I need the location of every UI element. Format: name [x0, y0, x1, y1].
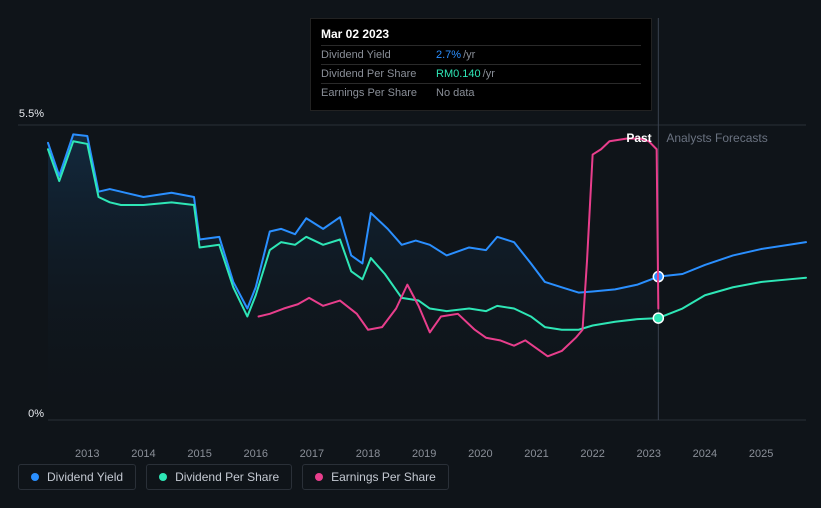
tooltip-row: Dividend Yield2.7%/yr — [321, 45, 641, 64]
legend: Dividend Yield Dividend Per Share Earnings… — [18, 464, 449, 490]
x-axis-label: 2016 — [243, 448, 267, 460]
x-axis-label: 2021 — [524, 448, 548, 460]
tab-forecast[interactable]: Analysts Forecasts — [666, 131, 767, 145]
x-axis-label: 2015 — [187, 448, 211, 460]
tooltip-row-unit: /yr — [483, 68, 495, 80]
y-axis-min-label: 0% — [4, 408, 44, 420]
tooltip-row-unit: /yr — [463, 49, 475, 61]
tooltip-date: Mar 02 2023 — [321, 27, 641, 45]
tooltip-row-label: Dividend Yield — [321, 49, 436, 61]
x-axis-label: 2022 — [580, 448, 604, 460]
tab-past[interactable]: Past — [626, 131, 651, 145]
dividend-chart-container: 5.5% 0% 2013 2014 2015 2016 2017 2018 2019 2020… — [0, 0, 821, 508]
tooltip-row-label: Dividend Per Share — [321, 68, 436, 80]
y-axis-max-label: 5.5% — [4, 108, 44, 120]
legend-dot-icon — [31, 473, 39, 481]
tooltip-row: Dividend Per ShareRM0.140/yr — [321, 64, 641, 83]
tooltip-row-value: 2.7% — [436, 49, 461, 61]
tooltip-row-label: Earnings Per Share — [321, 87, 436, 99]
legend-item[interactable]: Dividend Yield — [18, 464, 136, 490]
chart-tooltip: Mar 02 2023 Dividend Yield2.7%/yrDividen… — [310, 18, 652, 111]
legend-dot-icon — [159, 473, 167, 481]
x-axis-label: 2017 — [300, 448, 324, 460]
x-axis-label: 2018 — [356, 448, 380, 460]
legend-item-label: Earnings Per Share — [331, 470, 436, 484]
x-axis-label: 2025 — [749, 448, 773, 460]
x-axis-label: 2020 — [468, 448, 492, 460]
legend-item-label: Dividend Per Share — [175, 470, 279, 484]
legend-item-label: Dividend Yield — [47, 470, 123, 484]
tooltip-row-value: No data — [436, 87, 475, 99]
x-axis-label: 2024 — [693, 448, 717, 460]
x-axis-label: 2014 — [131, 448, 155, 460]
x-axis-label: 2019 — [412, 448, 436, 460]
tooltip-row-value: RM0.140 — [436, 68, 481, 80]
legend-item[interactable]: Earnings Per Share — [302, 464, 449, 490]
tooltip-row: Earnings Per ShareNo data — [321, 83, 641, 102]
x-axis-label: 2013 — [75, 448, 99, 460]
legend-item[interactable]: Dividend Per Share — [146, 464, 292, 490]
legend-dot-icon — [315, 473, 323, 481]
x-axis-label: 2023 — [637, 448, 661, 460]
